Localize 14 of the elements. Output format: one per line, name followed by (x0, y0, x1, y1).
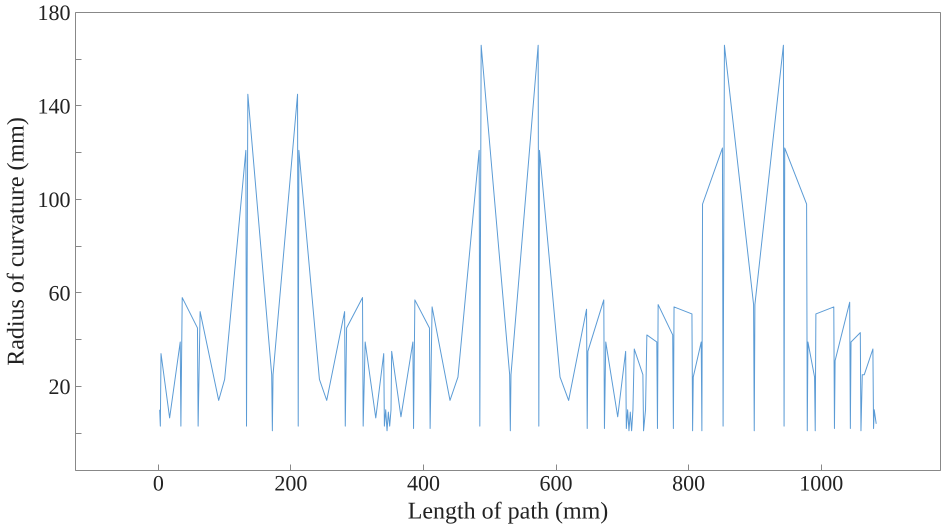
x-axis-title: Length of path (mm) (408, 498, 608, 524)
y-tick-label: 140 (38, 93, 70, 118)
x-tick-label: 800 (672, 470, 706, 496)
y-tick-label: 60 (48, 280, 70, 306)
x-tick-label: 200 (274, 470, 308, 496)
line-series (159, 44, 877, 432)
y-tick-label: 100 (38, 186, 70, 212)
x-tick-label: 0 (152, 470, 164, 496)
y-tick-label: 20 (48, 374, 70, 399)
y-tick-label: 180 (38, 0, 70, 25)
x-tick-label: 600 (540, 470, 573, 496)
x-tick-label: 1000 (799, 470, 844, 496)
x-tick-label: 400 (406, 470, 440, 496)
y-axis-title: Radius of curvature (mm) (4, 117, 30, 366)
